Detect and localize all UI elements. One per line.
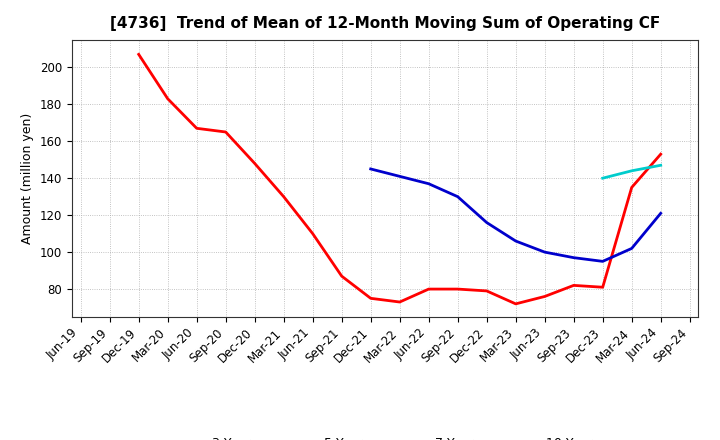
3 Years xyxy=(482,288,491,293)
5 Years xyxy=(570,255,578,260)
7 Years xyxy=(657,163,665,168)
7 Years xyxy=(598,176,607,181)
Line: 5 Years: 5 Years xyxy=(371,169,661,261)
3 Years xyxy=(135,52,143,57)
3 Years xyxy=(279,194,288,199)
3 Years xyxy=(366,296,375,301)
Legend: 3 Years, 5 Years, 7 Years, 10 Years: 3 Years, 5 Years, 7 Years, 10 Years xyxy=(166,432,604,440)
5 Years xyxy=(454,194,462,199)
3 Years xyxy=(221,129,230,135)
3 Years xyxy=(163,96,172,101)
3 Years xyxy=(511,301,520,307)
3 Years xyxy=(454,286,462,292)
5 Years xyxy=(482,220,491,225)
3 Years xyxy=(424,286,433,292)
5 Years xyxy=(598,259,607,264)
5 Years xyxy=(424,181,433,187)
3 Years xyxy=(192,126,201,131)
5 Years xyxy=(627,246,636,251)
5 Years xyxy=(366,166,375,172)
3 Years xyxy=(395,299,404,304)
3 Years xyxy=(627,185,636,190)
7 Years xyxy=(627,168,636,173)
Line: 3 Years: 3 Years xyxy=(139,55,661,304)
5 Years xyxy=(511,238,520,244)
Y-axis label: Amount (million yen): Amount (million yen) xyxy=(22,113,35,244)
Title: [4736]  Trend of Mean of 12-Month Moving Sum of Operating CF: [4736] Trend of Mean of 12-Month Moving … xyxy=(110,16,660,32)
3 Years xyxy=(338,274,346,279)
3 Years xyxy=(541,294,549,299)
3 Years xyxy=(570,283,578,288)
3 Years xyxy=(657,151,665,157)
3 Years xyxy=(251,161,259,166)
3 Years xyxy=(598,285,607,290)
5 Years xyxy=(395,174,404,179)
5 Years xyxy=(657,211,665,216)
3 Years xyxy=(308,231,317,236)
5 Years xyxy=(541,249,549,255)
Line: 7 Years: 7 Years xyxy=(603,165,661,178)
